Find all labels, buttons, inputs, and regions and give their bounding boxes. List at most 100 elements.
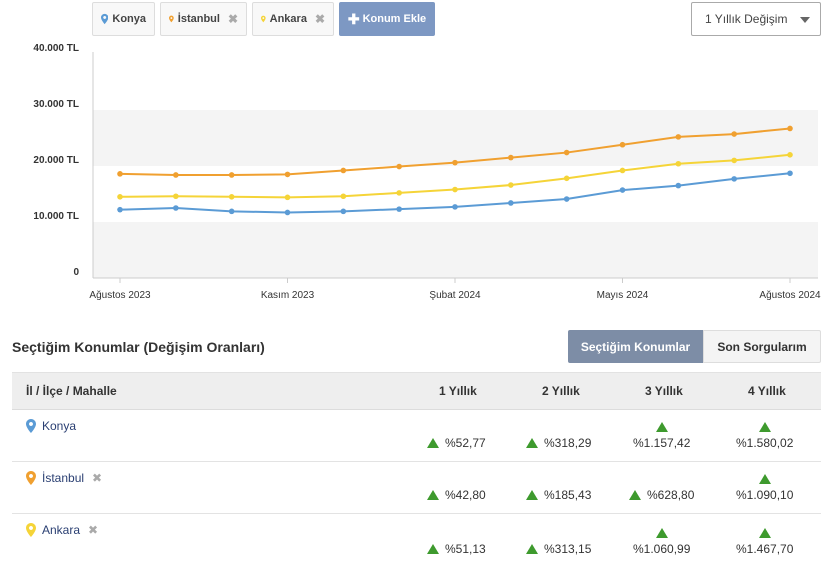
section-title: Seçtiğim Konumlar (Değişim Oranları) (12, 339, 265, 355)
change-4y: %1.580,02 (736, 436, 794, 450)
chip-label: İstanbul (177, 13, 220, 25)
grid-band (93, 110, 818, 166)
data-point-konya (452, 204, 458, 210)
change-range-select[interactable]: 1 Yıllık Değişim (691, 2, 821, 36)
up-arrow-icon (427, 544, 439, 554)
column-header-3y: 3 Yıllık (645, 384, 683, 398)
data-point-ankara (787, 152, 793, 158)
change-3y: %1.060,99 (633, 542, 691, 556)
data-point-konya (340, 208, 347, 215)
data-point-i-stanbul (675, 134, 682, 140)
column-header-1y: 1 Yıllık (439, 384, 477, 398)
up-arrow-icon (759, 528, 771, 538)
y-tick-label: 20.000 TL (33, 155, 79, 166)
column-header-2y: 2 Yıllık (542, 384, 580, 398)
change-2y: %185,43 (526, 488, 591, 502)
data-point-i-stanbul (396, 163, 402, 170)
data-point-i-stanbul (228, 172, 235, 178)
data-point-i-stanbul (452, 159, 458, 166)
y-tick-label: 0 (73, 267, 79, 278)
change-2y: %318,29 (526, 436, 591, 450)
range-select-value: 1 Yıllık Değişim (705, 12, 788, 26)
close-icon[interactable]: ✖ (227, 12, 238, 26)
data-point-konya (619, 187, 626, 193)
up-arrow-icon (427, 490, 439, 500)
close-icon[interactable]: ✖ (92, 471, 103, 485)
data-point-konya (508, 200, 514, 206)
x-tick-label: Ağustos 2024 (759, 290, 821, 301)
y-tick-label: 10.000 TL (33, 211, 79, 222)
change-1y-value: %52,77 (445, 436, 486, 450)
change-1y: %51,13 (427, 542, 486, 556)
data-point-i-stanbul (787, 125, 793, 132)
close-icon[interactable]: ✖ (314, 12, 325, 26)
map-pin-icon (26, 523, 36, 537)
data-point-i-stanbul (619, 141, 626, 148)
x-tick-label: Mayıs 2024 (597, 290, 649, 301)
data-point-i-stanbul (731, 131, 737, 137)
x-tick-label: Kasım 2023 (261, 290, 315, 301)
up-arrow-icon (427, 438, 439, 448)
up-arrow-icon (629, 490, 641, 500)
data-point-ankara (452, 186, 458, 193)
price-line-chart: 0 10.000 TL 20.000 TL 30.000 TL 40.000 TL Ağ… (33, 43, 821, 301)
location-cell[interactable]: İstanbul ✖ (26, 471, 102, 485)
change-2y-value: %185,43 (544, 488, 592, 502)
chip-label: Konya (112, 13, 146, 25)
add-location-button[interactable]: ✚ Konum Ekle (339, 2, 435, 36)
y-tick-label: 40.000 TL (33, 43, 79, 54)
x-tick-label: Ağustos 2023 (89, 290, 151, 301)
column-header-location: İl / İlçe / Mahalle (26, 384, 117, 398)
data-point-konya (173, 205, 179, 211)
change-2y-value: %318,29 (544, 436, 592, 450)
location-cell[interactable]: Ankara ✖ (26, 523, 98, 537)
data-point-konya (284, 209, 291, 216)
y-tick-label: 30.000 TL (33, 99, 79, 110)
map-pin-icon (169, 15, 174, 23)
change-1y: %42,80 (427, 488, 486, 502)
data-point-ankara (675, 160, 682, 167)
x-tick-label: Şubat 2024 (429, 290, 481, 301)
change-3y-value: %628,80 (647, 488, 695, 502)
map-pin-icon (101, 13, 109, 25)
location-cell[interactable]: Konya (26, 419, 76, 433)
change-1y-value: %42,80 (445, 488, 486, 502)
change-3y: %628,80 (629, 488, 694, 502)
data-point-konya (675, 182, 682, 189)
location-chip-istanbul[interactable]: İstanbul ✖ (160, 2, 247, 36)
data-point-i-stanbul (173, 172, 179, 178)
change-3y: %1.157,42 (633, 436, 691, 450)
data-point-konya (396, 206, 402, 212)
data-point-i-stanbul (117, 171, 123, 177)
change-1y: %52,77 (427, 436, 486, 450)
location-chip-ankara[interactable]: Ankara ✖ (252, 2, 334, 36)
map-pin-icon (26, 419, 36, 433)
chip-label: Ankara (269, 13, 307, 25)
location-chip-konya[interactable]: Konya (92, 2, 155, 36)
up-arrow-icon (526, 544, 538, 554)
close-icon[interactable]: ✖ (88, 523, 99, 537)
data-point-ankara (731, 157, 737, 164)
up-arrow-icon (759, 474, 771, 484)
data-point-ankara (117, 194, 123, 200)
data-point-konya (731, 176, 737, 182)
chevron-down-icon (800, 17, 810, 23)
data-point-konya (563, 196, 570, 202)
data-point-ankara (619, 167, 626, 174)
location-name: İstanbul (42, 471, 85, 485)
change-2y-value: %313,15 (544, 542, 592, 556)
up-arrow-icon (526, 438, 538, 448)
data-point-i-stanbul (284, 171, 291, 178)
change-4y: %1.090,10 (736, 488, 794, 502)
data-point-konya (787, 170, 793, 177)
data-point-ankara (173, 193, 179, 200)
grid-band (93, 222, 818, 278)
table-row: Konya %52,77 %318,29 %1.157,42 %1.580,02 (12, 410, 821, 462)
add-location-label: Konum Ekle (362, 13, 427, 25)
data-point-konya (228, 208, 235, 215)
table-header: İl / İlçe / Mahalle 1 Yıllık 2 Yıllık 3 … (12, 372, 821, 410)
change-1y-value: %51,13 (445, 542, 486, 556)
tab-recent-queries[interactable]: Son Sorgularım (703, 330, 821, 363)
change-4y: %1.467,70 (736, 542, 794, 556)
tab-selected-locations[interactable]: Seçtiğim Konumlar (568, 330, 703, 363)
